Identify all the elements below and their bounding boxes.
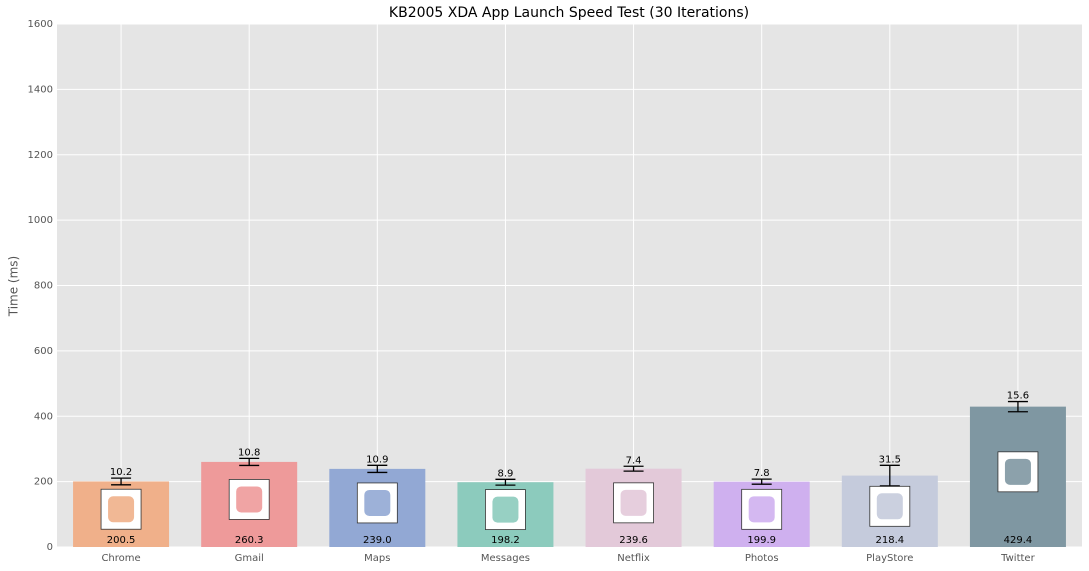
error-label: 10.8 [238,447,260,458]
app-icon-glyph [236,486,263,513]
error-label: 10.2 [110,467,132,478]
x-tick-label: Gmail [235,553,264,564]
value-label: 429.4 [1004,535,1033,546]
y-tick-label: 400 [34,411,53,422]
x-tick-label: Messages [481,553,530,564]
chart-title: KB2005 XDA App Launch Speed Test (30 Ite… [389,5,749,21]
error-label: 10.9 [366,454,388,465]
error-label: 31.5 [879,454,901,465]
error-label: 7.4 [626,455,642,466]
x-tick-label: PlayStore [866,553,913,564]
app-icon-glyph [876,493,903,520]
y-tick-label: 1600 [28,19,53,30]
error-label: 7.8 [754,468,770,479]
x-tick-label: Maps [364,553,390,564]
value-label: 218.4 [875,535,904,546]
y-axis-label: Time (ms) [7,256,21,318]
value-label: 260.3 [235,535,264,546]
y-tick-label: 1400 [28,84,53,95]
app-icon-glyph [1004,458,1031,485]
x-tick-label: Netflix [617,553,650,564]
app-icon-glyph [748,496,775,523]
y-tick-label: 0 [47,542,53,553]
value-label: 199.9 [747,535,776,546]
value-label: 198.2 [491,535,520,546]
x-tick-label: Twitter [1000,553,1035,564]
value-label: 200.5 [107,535,136,546]
y-tick-label: 200 [34,477,53,488]
value-label: 239.0 [363,535,392,546]
x-tick-label: Photos [745,553,779,564]
value-label: 239.6 [619,535,648,546]
x-tick-label: Chrome [101,553,140,564]
y-tick-label: 600 [34,346,53,357]
y-tick-label: 1200 [28,150,53,161]
app-icon-glyph [364,489,391,516]
error-label: 8.9 [497,468,513,479]
app-icon-glyph [620,489,647,516]
y-tick-label: 800 [34,281,53,292]
app-icon [613,482,654,524]
y-tick-label: 1000 [28,215,53,226]
error-label: 15.6 [1007,391,1029,402]
app-icon-glyph [492,496,519,523]
app-icon-glyph [108,496,135,523]
